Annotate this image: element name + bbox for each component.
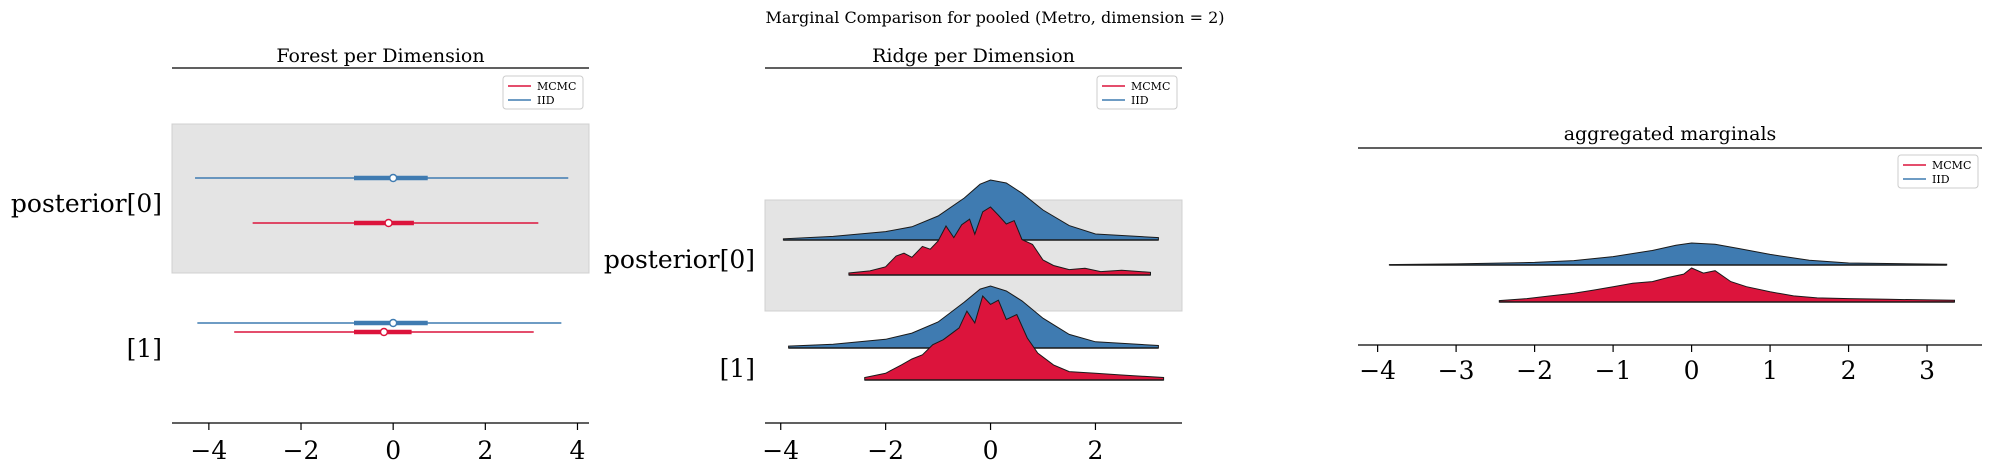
median-point bbox=[388, 318, 398, 328]
y-tick-label: [1] bbox=[720, 354, 755, 383]
density-ridge bbox=[788, 285, 1159, 349]
x-tick-label: −3 bbox=[1438, 356, 1475, 385]
median-point bbox=[388, 173, 398, 183]
density-ridge bbox=[1388, 242, 1948, 266]
x-tick-label: 0 bbox=[983, 436, 999, 465]
x-tick-label: −1 bbox=[1595, 356, 1632, 385]
legend-label: IID bbox=[537, 94, 555, 107]
y-tick-label: posterior[0] bbox=[11, 189, 162, 218]
x-tick-label: 2 bbox=[1841, 356, 1857, 385]
x-tick-label: 1 bbox=[1762, 356, 1778, 385]
panel-title: aggregated marginals bbox=[1564, 123, 1777, 145]
legend-label: MCMC bbox=[537, 80, 576, 93]
density-ridge bbox=[782, 179, 1159, 241]
x-tick-label: 4 bbox=[570, 436, 586, 465]
x-tick-label: −4 bbox=[1359, 356, 1396, 385]
x-tick-label: −4 bbox=[762, 436, 799, 465]
legend-label: MCMC bbox=[1932, 159, 1971, 172]
x-tick-label: −4 bbox=[190, 436, 227, 465]
legend-label: IID bbox=[1131, 94, 1149, 107]
density-ridge bbox=[1498, 267, 1955, 303]
x-tick-label: 3 bbox=[1919, 356, 1935, 385]
median-point bbox=[379, 327, 389, 337]
x-tick-label: 0 bbox=[1684, 356, 1700, 385]
y-tick-label: posterior[0] bbox=[604, 245, 755, 274]
legend-label: IID bbox=[1932, 173, 1950, 186]
median-point bbox=[384, 218, 393, 228]
panel-title: Ridge per Dimension bbox=[872, 45, 1075, 67]
x-tick-label: 0 bbox=[385, 436, 401, 465]
ridge-panel: Ridge per Dimension −4 −2 0 2 posterior[0] [1]… bbox=[604, 45, 1183, 465]
density-ridge bbox=[848, 206, 1151, 276]
forest-panel: Forest per Dimension −4 −2 0 2 4 posterior[0] [… bbox=[11, 45, 590, 465]
x-tick-label: 2 bbox=[477, 436, 493, 465]
density-ridge bbox=[864, 295, 1165, 381]
panel-title: Forest per Dimension bbox=[276, 45, 484, 67]
legend-label: MCMC bbox=[1131, 80, 1170, 93]
x-tick-label: −2 bbox=[283, 436, 320, 465]
x-tick-label: −2 bbox=[867, 436, 904, 465]
posterior-band bbox=[171, 123, 590, 274]
x-tick-label: 2 bbox=[1087, 436, 1103, 465]
y-tick-label: [1] bbox=[127, 334, 162, 363]
figure-suptitle: Marginal Comparison for pooled (Metro, d… bbox=[765, 8, 1224, 27]
x-tick-label: −2 bbox=[1516, 356, 1553, 385]
